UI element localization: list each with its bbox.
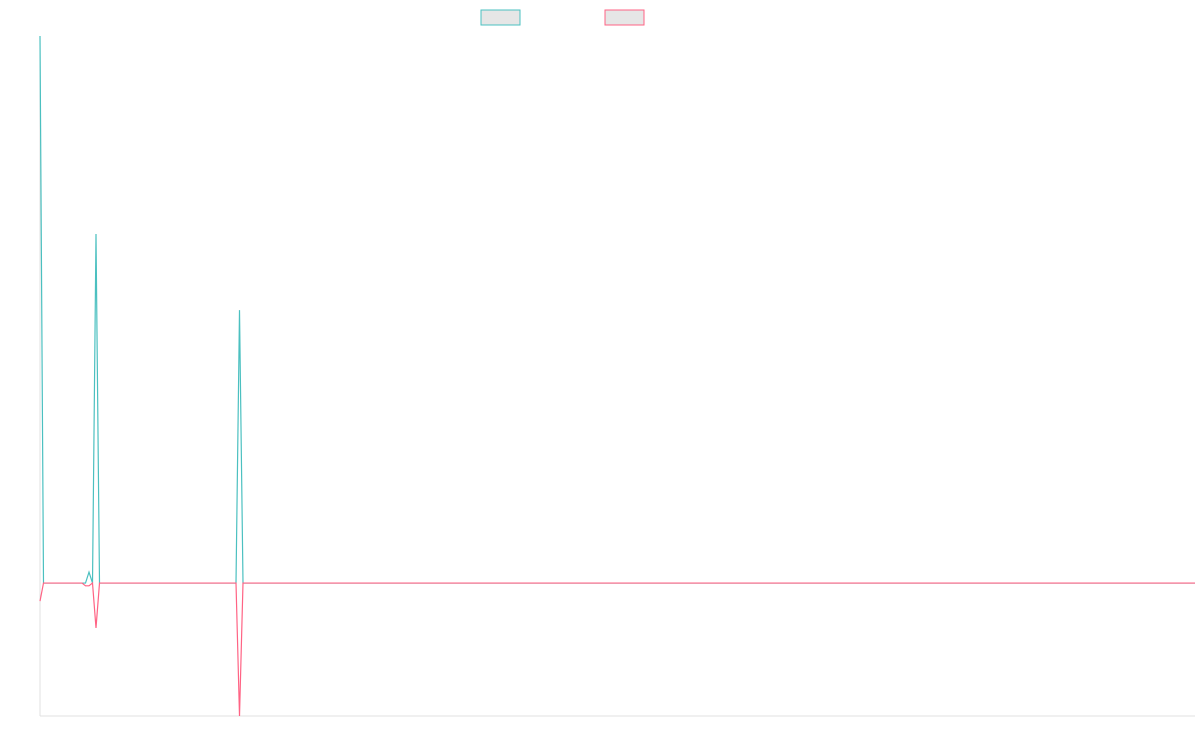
legend-swatch — [604, 9, 645, 26]
series-line — [39, 35, 1195, 584]
legend-swatch — [480, 9, 521, 26]
series-line — [39, 581, 1195, 717]
